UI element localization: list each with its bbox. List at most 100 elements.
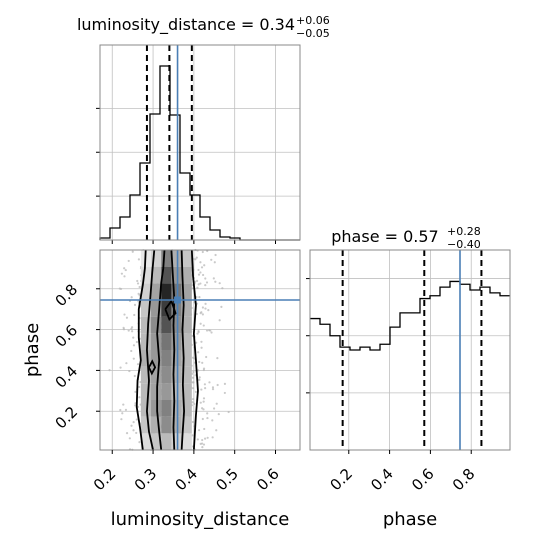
sample-point — [203, 264, 206, 267]
hist2d-cell — [161, 266, 172, 284]
sample-point — [194, 390, 198, 393]
sample-point — [195, 279, 199, 282]
hist2d-cell — [181, 433, 192, 450]
hist2d-cell — [151, 333, 162, 350]
sample-point — [197, 283, 200, 286]
sample-point — [130, 296, 133, 299]
sample-point — [132, 344, 136, 347]
hist2d-cell — [140, 283, 152, 300]
hist2d-cell — [140, 400, 152, 417]
sample-point — [125, 316, 129, 319]
x-tick-label: 0.6 — [253, 465, 283, 495]
hist2d-cell — [171, 383, 182, 400]
sample-point — [223, 382, 227, 386]
hist2d-cell — [161, 333, 172, 350]
sample-point — [200, 340, 203, 343]
sample-point — [200, 346, 203, 349]
sample-point — [196, 438, 199, 441]
contour-line — [164, 299, 177, 321]
sample-point — [136, 363, 140, 366]
sample-point — [138, 285, 141, 289]
sample-point — [125, 432, 129, 435]
sample-point — [136, 282, 140, 285]
sample-point — [191, 401, 194, 404]
sample-point — [191, 420, 194, 424]
sample-point — [201, 417, 204, 421]
sample-point — [201, 313, 204, 316]
hist2d-cell — [171, 250, 182, 267]
sample-point — [132, 421, 135, 424]
sample-point — [212, 277, 215, 280]
sample-point — [202, 368, 205, 372]
sample-point — [198, 378, 201, 381]
y-axis-label-phase: phase — [22, 323, 43, 377]
sample-point — [199, 271, 202, 274]
x-tick-label: 0.4 — [172, 465, 202, 495]
sample-point — [122, 328, 126, 331]
hist2d-cell — [181, 366, 192, 384]
sample-point — [191, 356, 195, 359]
contour-line — [156, 249, 166, 451]
sample-point — [119, 408, 122, 412]
sample-point — [131, 330, 134, 333]
sample-point — [227, 410, 230, 414]
hist2d-cell — [151, 283, 162, 300]
sample-point — [201, 273, 205, 277]
sample-point — [123, 313, 126, 316]
sample-point — [213, 261, 216, 264]
sample-point — [128, 369, 131, 373]
hist2d-cell — [151, 383, 162, 400]
sample-point — [208, 329, 211, 332]
hist2d-cell — [181, 350, 192, 367]
hist2d-cell — [171, 366, 182, 384]
phase-title-sup: +0.28 — [447, 225, 481, 238]
hist2d-cell — [140, 433, 152, 450]
sample-point — [133, 313, 136, 317]
sample-point — [197, 429, 201, 432]
hist2d-cell — [171, 400, 182, 417]
sample-point — [119, 366, 122, 369]
sample-point — [202, 324, 205, 327]
hist2d-cell — [151, 366, 162, 384]
sample-point — [205, 281, 209, 284]
hist2d-cell — [161, 433, 172, 450]
hist2d-cell — [161, 250, 172, 267]
sample-point — [138, 396, 141, 399]
hist2d-cell — [151, 350, 162, 367]
hist2d-cell — [151, 266, 162, 284]
hist2d-cell — [171, 433, 182, 450]
sample-point — [121, 412, 124, 415]
hist2d-cell — [161, 400, 172, 417]
hist2d-cell — [140, 416, 152, 434]
sample-point — [130, 326, 134, 329]
sample-point — [127, 329, 130, 332]
hist2d-cell — [181, 300, 192, 317]
sample-point — [198, 376, 201, 379]
hist2d-cell — [140, 366, 152, 384]
sample-point — [138, 385, 141, 389]
sample-point — [218, 319, 221, 322]
sample-point — [197, 268, 200, 272]
hist2d-cell — [161, 350, 172, 367]
hist2d-cell — [140, 300, 152, 317]
sample-point — [132, 357, 135, 360]
contour-line — [170, 249, 176, 451]
sample-point — [198, 360, 201, 364]
x-tick-label: 0.4 — [367, 465, 397, 495]
sample-point — [123, 267, 126, 270]
sample-point — [199, 261, 202, 264]
sample-point — [132, 336, 135, 339]
hist2d-cell — [171, 300, 182, 317]
hist2d-cell — [181, 250, 192, 267]
luminosity-distance-histogram-panel — [96, 44, 301, 244]
phase-title: phase = 0.57 — [331, 227, 438, 246]
sample-point — [210, 331, 213, 334]
sample-point — [202, 400, 205, 403]
luminosity-distance-title-sub: −0.05 — [296, 27, 330, 40]
hist2d-cell — [171, 266, 182, 284]
sample-point — [108, 369, 111, 372]
sample-point — [191, 381, 194, 384]
sample-point — [201, 361, 204, 364]
sample-point — [197, 369, 200, 372]
